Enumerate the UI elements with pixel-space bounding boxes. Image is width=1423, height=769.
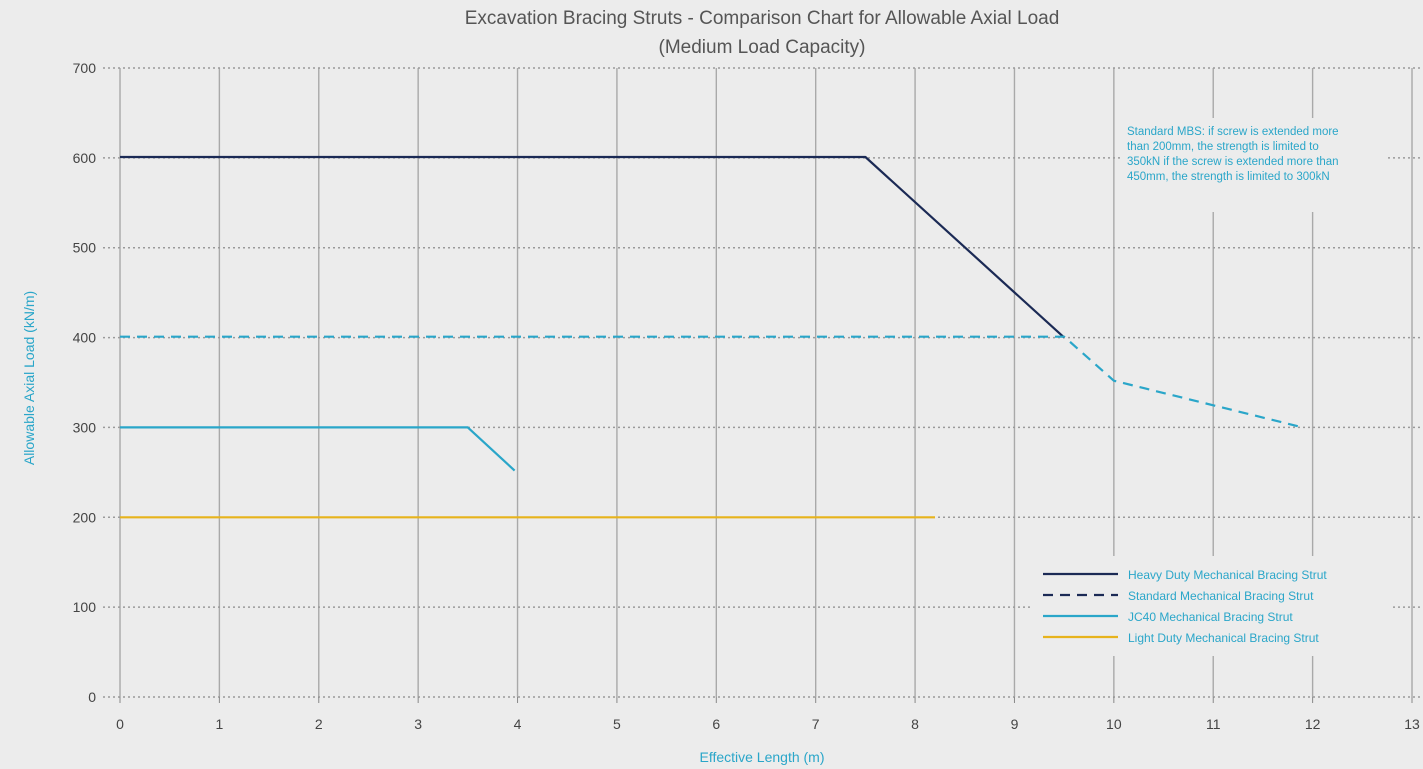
y-tick-label-300: 300 [73, 419, 97, 435]
y-tick-label-400: 400 [73, 330, 97, 346]
x-tick-label-5: 5 [613, 716, 621, 732]
legend-swatches [1043, 572, 1118, 639]
x-tick-label-13: 13 [1404, 716, 1420, 732]
y-tick-label-100: 100 [73, 599, 97, 615]
annotation-background [1120, 118, 1388, 212]
x-tick-label-1: 1 [215, 716, 223, 732]
x-tick-label-6: 6 [712, 716, 720, 732]
x-tick-label-9: 9 [1011, 716, 1019, 732]
legend-background [1030, 556, 1390, 656]
legend-label-jc40: JC40 Mechanical Bracing Strut [1128, 610, 1293, 624]
annotation-line-3: 350kN if the screw is extended more than [1127, 156, 1339, 168]
y-tick-label-500: 500 [73, 240, 97, 256]
legend-label-standard: Standard Mechanical Bracing Strut [1128, 589, 1314, 603]
chart-title-line-2: (Medium Load Capacity) [659, 37, 866, 58]
annotation-line-4: 450mm, the strength is limited to 300kN [1127, 171, 1330, 183]
x-tick-label-11: 11 [1206, 716, 1221, 732]
x-tick-label-10: 10 [1106, 716, 1122, 732]
legend: Heavy Duty Mechanical Bracing Strut Stan… [1030, 556, 1390, 656]
x-tick-label-3: 3 [414, 716, 422, 732]
annotation-note: Standard MBS: if screw is extended more … [1120, 118, 1388, 212]
annotation-line-2: than 200mm, the strength is limited to [1127, 141, 1319, 153]
x-tick-label-12: 12 [1305, 716, 1321, 732]
x-axis-label: Effective Length (m) [699, 749, 824, 765]
x-tick-label-8: 8 [911, 716, 919, 732]
x-tick-label-0: 0 [116, 716, 124, 732]
series-line-standard-mechanical-bracing-strut [120, 335, 1303, 429]
chart-title-line-1: Excavation Bracing Struts - Comparison C… [465, 8, 1060, 29]
x-tick-label-7: 7 [812, 716, 820, 732]
legend-label-light-duty: Light Duty Mechanical Bracing Strut [1128, 631, 1319, 645]
legend-label-heavy-duty: Heavy Duty Mechanical Bracing Strut [1128, 568, 1327, 582]
y-tick-label-0: 0 [88, 689, 96, 705]
series-line-jc40-mechanical-bracing-strut [120, 426, 516, 472]
y-axis-label: Allowable Axial Load (kN/m) [21, 291, 37, 465]
series-lines [120, 155, 1303, 519]
y-tick-label-200: 200 [73, 509, 97, 525]
y-tick-label-600: 600 [73, 150, 97, 166]
annotation-line-1: Standard MBS: if screw is extended more [1127, 126, 1339, 138]
x-tick-label-2: 2 [315, 716, 323, 732]
y-tick-label-700: 700 [73, 60, 97, 76]
series-line-heavy-duty-mechanical-bracing-strut [120, 155, 1065, 339]
x-tick-label-4: 4 [514, 716, 522, 732]
